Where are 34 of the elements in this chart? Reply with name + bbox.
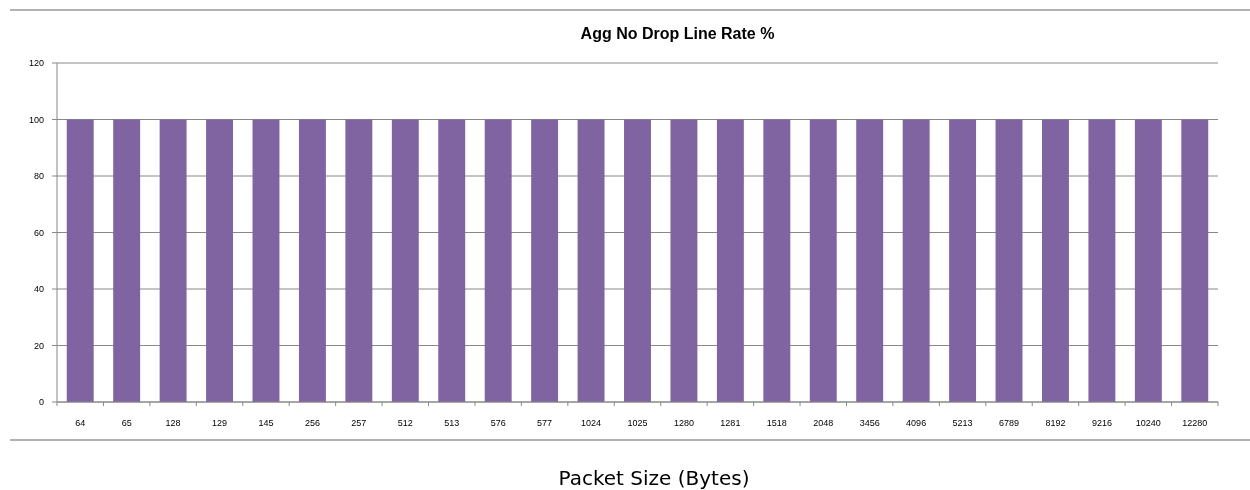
x-tick-label: 12280 (1182, 418, 1208, 428)
y-tick-label: 100 (28, 114, 44, 125)
x-tick-label: 1518 (766, 418, 787, 428)
x-tick-label: 65 (121, 418, 132, 428)
y-tick-label: 0 (38, 397, 44, 407)
x-tick-label: 1280 (673, 418, 694, 428)
x-tick-label: 1025 (627, 418, 648, 428)
x-tick-label: 2048 (813, 418, 834, 428)
x-tick-label: 4096 (906, 418, 927, 428)
y-tick-label: 60 (33, 227, 44, 238)
x-tick-label: 128 (165, 418, 181, 428)
x-tick-label: 5213 (952, 418, 973, 428)
x-axis-title: Packet Size (Bytes) (558, 466, 750, 490)
x-tick-label: 256 (304, 418, 320, 428)
x-tick-label: 9216 (1091, 418, 1112, 428)
x-tick-label: 8192 (1045, 418, 1066, 428)
x-tick-label: 129 (212, 418, 228, 428)
x-tick-label: 577 (537, 418, 553, 428)
y-tick-label: 80 (33, 171, 44, 181)
x-tick-label: 3456 (859, 418, 880, 428)
chart-title: Agg No Drop Line Rate % (580, 25, 775, 42)
x-tick-label: 257 (351, 418, 367, 428)
x-tick-label: 145 (258, 418, 274, 428)
y-tick-label: 20 (33, 340, 44, 351)
x-tick-label: 1281 (720, 418, 741, 428)
x-tick-label: 512 (397, 418, 413, 428)
x-tick-label: 1024 (581, 418, 602, 428)
x-tick-label: 6789 (999, 418, 1020, 428)
x-tick-label: 64 (75, 418, 86, 428)
x-tick-label: 10240 (1135, 418, 1161, 428)
y-tick-label: 120 (28, 58, 44, 68)
y-tick-label: 40 (33, 284, 44, 294)
x-tick-label: 576 (490, 418, 506, 428)
x-tick-label: 513 (444, 418, 460, 428)
